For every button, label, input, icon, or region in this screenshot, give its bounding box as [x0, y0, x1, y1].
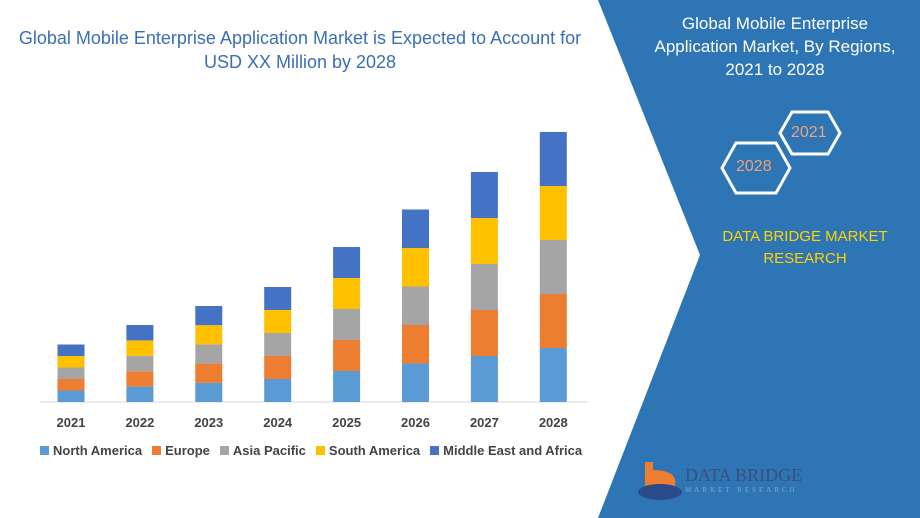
- legend-item: Asia Pacific: [219, 443, 306, 458]
- hex-label-2021: 2021: [791, 124, 827, 141]
- bar-segment: [402, 325, 429, 364]
- hex-label-2028: 2028: [736, 158, 772, 175]
- bar-segment: [470, 172, 498, 218]
- bar-segment: [470, 310, 498, 356]
- legend-swatch: [40, 446, 49, 455]
- bar-segment: [333, 309, 361, 340]
- bar-segment: [126, 386, 154, 402]
- bar-segment: [57, 344, 85, 356]
- bar-segment: [402, 363, 429, 402]
- logo-icon: [638, 462, 682, 500]
- bar-segment: [57, 390, 85, 402]
- x-tick-label: 2027: [470, 415, 499, 430]
- bar-segment: [470, 356, 498, 402]
- bar-segment: [264, 379, 292, 402]
- bar-segment: [195, 325, 223, 345]
- bar-segment: [126, 355, 154, 372]
- legend-item: Europe: [152, 443, 210, 458]
- bar-segment: [539, 348, 567, 402]
- legend-label: Asia Pacific: [232, 443, 306, 458]
- bar-segment: [333, 247, 361, 278]
- bar-segment: [539, 240, 567, 294]
- bar-segment: [264, 333, 292, 356]
- bar-segment: [539, 132, 567, 186]
- chart-title: Global Mobile Enterprise Application Mar…: [18, 28, 582, 72]
- legend-swatch: [152, 446, 162, 455]
- hexagon-2028: [720, 141, 792, 195]
- legend-swatch: [430, 446, 440, 455]
- legend-item: Middle East and Africa: [430, 443, 582, 458]
- hexagon-2021: [778, 110, 842, 156]
- bar-segment: [126, 325, 154, 341]
- bar-segment: [402, 286, 429, 325]
- bar-segment: [195, 363, 223, 383]
- legend: North America Europe Asia Pacific South Ame…: [40, 443, 582, 458]
- legend-item: North America: [40, 443, 142, 458]
- bar-segment: [264, 287, 292, 310]
- legend-label: South America: [328, 443, 421, 458]
- x-tick-label: 2023: [194, 415, 223, 430]
- side-title: Global Mobile Enterprise Application Mar…: [654, 14, 896, 79]
- bar-segment: [333, 278, 361, 309]
- bar-segment: [539, 294, 567, 348]
- legend-label: Europe: [165, 443, 210, 458]
- brand-text: DATA BRIDGE MARKET RESEARCH: [722, 228, 888, 267]
- logo-main: DATA BRIDGE: [685, 465, 803, 485]
- legend-item: South America: [315, 443, 421, 458]
- bar-segment: [195, 382, 223, 402]
- bar-segment: [57, 367, 85, 379]
- logo-sub: MARKET RESEARCH: [685, 486, 798, 494]
- x-tick-label: 2026: [401, 415, 430, 430]
- legend-swatch: [315, 446, 325, 455]
- bar-segment: [470, 218, 498, 264]
- legend-label: North America: [53, 443, 143, 458]
- logo: DATA BRIDGE MARKET RESEARCH: [685, 465, 802, 494]
- bar-segment: [539, 186, 567, 240]
- x-tick-label: 2025: [332, 415, 361, 430]
- legend-swatch: [219, 446, 229, 455]
- bar-segment: [333, 371, 361, 402]
- x-tick-label: 2024: [263, 415, 293, 430]
- bar-segment: [470, 264, 498, 310]
- bar-segment: [264, 356, 292, 379]
- bar-segment: [402, 248, 429, 287]
- x-tick-label: 2021: [57, 415, 86, 430]
- bar-segment: [126, 371, 154, 387]
- legend-label: Middle East and Africa: [443, 443, 583, 458]
- bar-segment: [57, 356, 85, 368]
- bar-segment: [57, 379, 85, 391]
- bar-segment: [402, 209, 429, 248]
- stacked-bar-chart: 2021 2022 2023 2024 2025 2026 2027 2028: [40, 132, 588, 430]
- bar-segment: [126, 340, 154, 356]
- bar-segment: [264, 310, 292, 333]
- bar-segment: [195, 344, 223, 364]
- x-tick-label: 2022: [125, 415, 154, 430]
- bar-segment: [195, 306, 223, 326]
- x-tick-label: 2028: [539, 415, 568, 430]
- bar-segment: [333, 340, 361, 371]
